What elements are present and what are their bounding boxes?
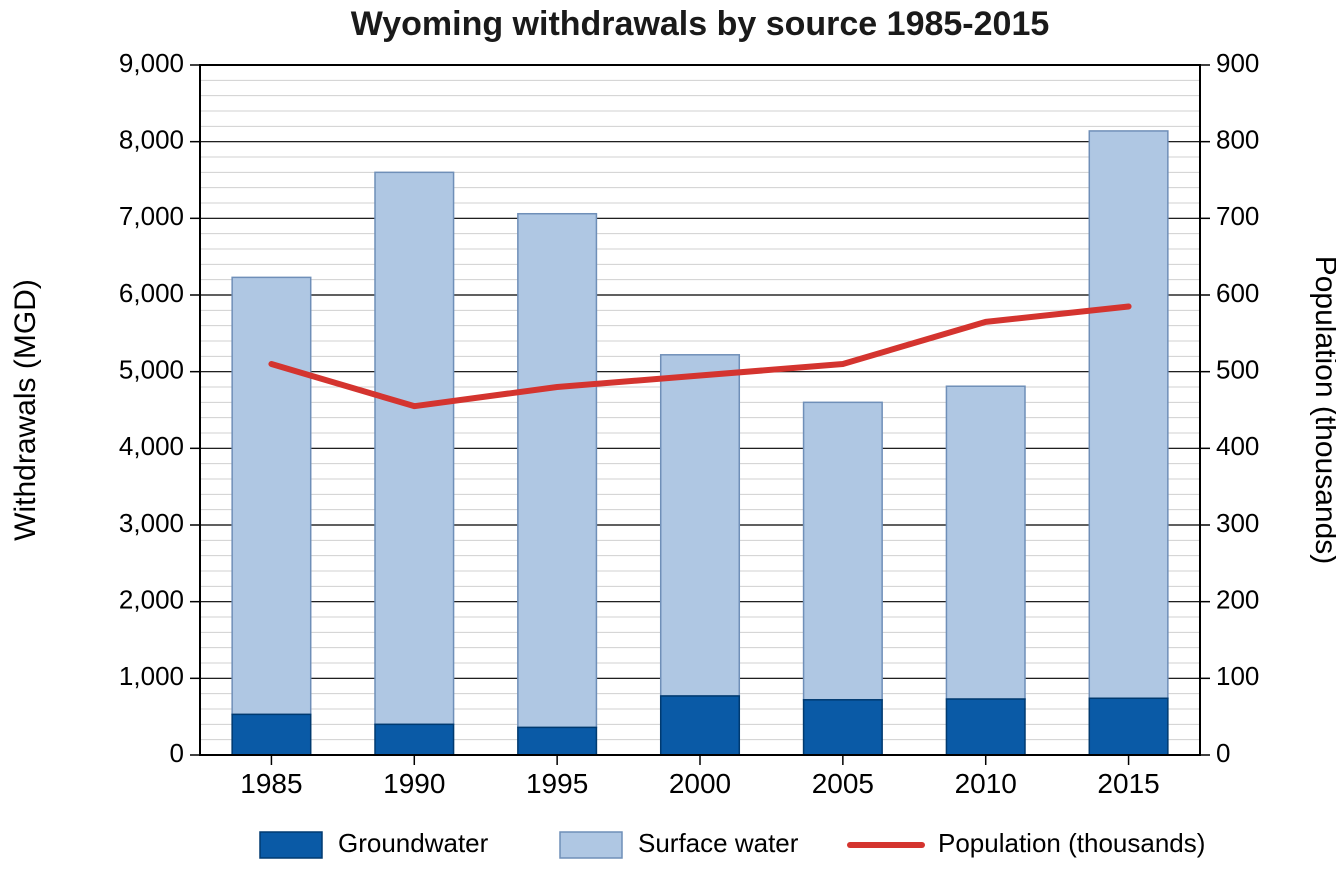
y-right-tick-label: 700 <box>1216 201 1259 231</box>
bar-groundwater <box>518 727 597 755</box>
x-tick-label: 2005 <box>812 768 874 799</box>
bars-group <box>232 131 1168 755</box>
y-right-tick-label: 100 <box>1216 661 1259 691</box>
legend-population-label: Population (thousands) <box>938 828 1205 858</box>
bar-groundwater <box>232 714 311 755</box>
bar-groundwater <box>804 700 883 755</box>
y-right-tick-label: 400 <box>1216 431 1259 461</box>
right-axis: 0 100 200 300 400 500 600 700 800 900 <box>1200 48 1259 768</box>
bar-surface-water <box>1089 131 1168 698</box>
bar-groundwater <box>1089 698 1168 755</box>
x-axis: 1985 1990 1995 2000 2005 2010 2015 <box>240 755 1159 799</box>
left-axis: 0 1,000 2,000 3,000 4,000 5,000 6,000 7,000 8,00… <box>119 48 200 768</box>
bar-surface-water <box>232 277 311 714</box>
legend-groundwater-label: Groundwater <box>338 828 489 858</box>
legend-surface-water-label: Surface water <box>638 828 799 858</box>
bar-surface-water <box>946 386 1025 699</box>
bar-groundwater <box>661 696 740 755</box>
legend: Groundwater Surface water Population (thou… <box>260 828 1205 858</box>
y-right-tick-label: 800 <box>1216 125 1259 155</box>
y-right-tick-label: 0 <box>1216 738 1230 768</box>
bar-surface-water <box>518 214 597 728</box>
legend-groundwater-swatch <box>260 832 322 858</box>
bar-surface-water <box>661 355 740 696</box>
y-right-tick-label: 300 <box>1216 508 1259 538</box>
y-right-tick-label: 900 <box>1216 48 1259 78</box>
y-right-tick-label: 500 <box>1216 355 1259 385</box>
bar-surface-water <box>375 172 454 724</box>
y-right-tick-label: 600 <box>1216 278 1259 308</box>
y-left-tick-label: 5,000 <box>119 355 184 385</box>
y-left-tick-label: 6,000 <box>119 278 184 308</box>
x-tick-label: 2010 <box>955 768 1017 799</box>
bar-groundwater <box>946 699 1025 755</box>
y-left-tick-label: 3,000 <box>119 508 184 538</box>
y-left-tick-label: 1,000 <box>119 661 184 691</box>
chart-container: 0 1,000 2,000 3,000 4,000 5,000 6,000 7,000 8,00… <box>0 0 1336 875</box>
y-left-tick-label: 7,000 <box>119 201 184 231</box>
y-left-tick-label: 0 <box>170 738 184 768</box>
y-left-axis-label: Withdrawals (MGD) <box>9 279 42 541</box>
x-tick-label: 2015 <box>1097 768 1159 799</box>
chart-title: Wyoming withdrawals by source 1985-2015 <box>351 5 1050 43</box>
y-left-tick-label: 2,000 <box>119 585 184 615</box>
x-tick-label: 1990 <box>383 768 445 799</box>
bar-groundwater <box>375 724 454 755</box>
withdrawals-chart: 0 1,000 2,000 3,000 4,000 5,000 6,000 7,000 8,00… <box>0 0 1336 875</box>
legend-surface-water-swatch <box>560 832 622 858</box>
x-tick-label: 1995 <box>526 768 588 799</box>
x-tick-label: 2000 <box>669 768 731 799</box>
x-tick-label: 1985 <box>240 768 302 799</box>
y-right-tick-label: 200 <box>1216 585 1259 615</box>
y-left-tick-label: 8,000 <box>119 125 184 155</box>
y-left-tick-label: 9,000 <box>119 48 184 78</box>
bar-surface-water <box>804 402 883 699</box>
y-left-tick-label: 4,000 <box>119 431 184 461</box>
y-right-axis-label: Population (thousands) <box>1309 256 1336 565</box>
